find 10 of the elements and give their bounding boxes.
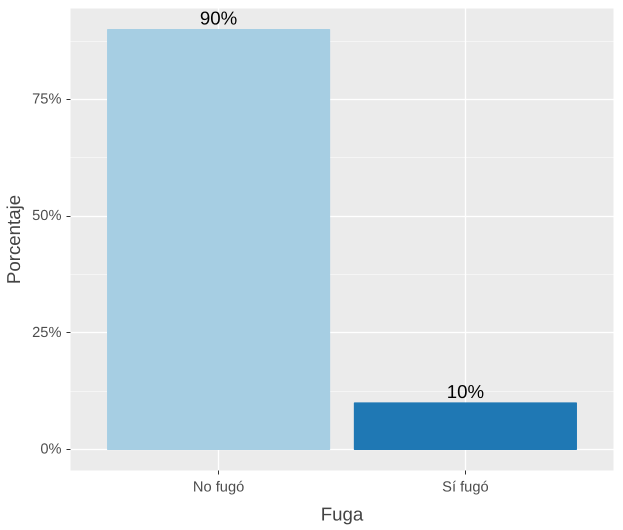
x-tick-label: Sí fugó bbox=[442, 480, 489, 496]
y-tick-label: 50% bbox=[32, 208, 62, 224]
y-tick-label: 75% bbox=[32, 92, 62, 108]
y-axis-title: Porcentaje bbox=[3, 194, 24, 284]
y-tick-label: 0% bbox=[40, 442, 62, 458]
x-axis-title: Fuga bbox=[320, 504, 364, 524]
data-label: 10% bbox=[446, 380, 484, 402]
data-label: 90% bbox=[200, 8, 238, 28]
y-tick-label: 25% bbox=[32, 324, 62, 341]
x-tick-label: No fugó bbox=[192, 480, 244, 496]
